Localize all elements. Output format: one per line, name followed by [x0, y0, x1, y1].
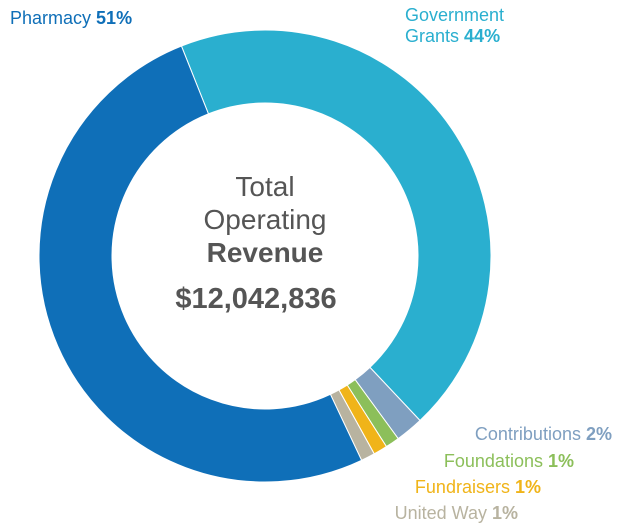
segment-label: Contributions 2% — [475, 424, 612, 445]
value-label: 51% — [96, 8, 133, 28]
category-name: Pharmacy — [10, 8, 92, 28]
donut-segment — [180, 29, 492, 422]
segment-label: Foundations 1% — [444, 451, 574, 472]
value-label: 1% — [491, 503, 518, 523]
value-label: 44% — [464, 26, 501, 46]
center-line: Total — [235, 171, 294, 202]
value-label: 1% — [514, 477, 541, 497]
segment-label: United Way 1% — [395, 503, 518, 524]
category-name: United Way — [394, 503, 487, 523]
donut-segment — [38, 45, 363, 483]
center-total: $12,042,836 — [175, 283, 336, 315]
center-line: Operating — [204, 204, 327, 235]
category-name: Government Grants — [405, 5, 505, 46]
value-label: 1% — [547, 451, 574, 471]
center-bold: Revenue — [207, 237, 324, 268]
segment-label: Pharmacy 51% — [10, 8, 132, 29]
segment-label: Government Grants 44% — [405, 5, 555, 47]
segment-label: Fundraisers 1% — [415, 477, 541, 498]
category-name: Foundations — [443, 451, 543, 471]
value-label: 2% — [585, 424, 612, 444]
category-name: Contributions — [474, 424, 581, 444]
category-name: Fundraisers — [414, 477, 510, 497]
